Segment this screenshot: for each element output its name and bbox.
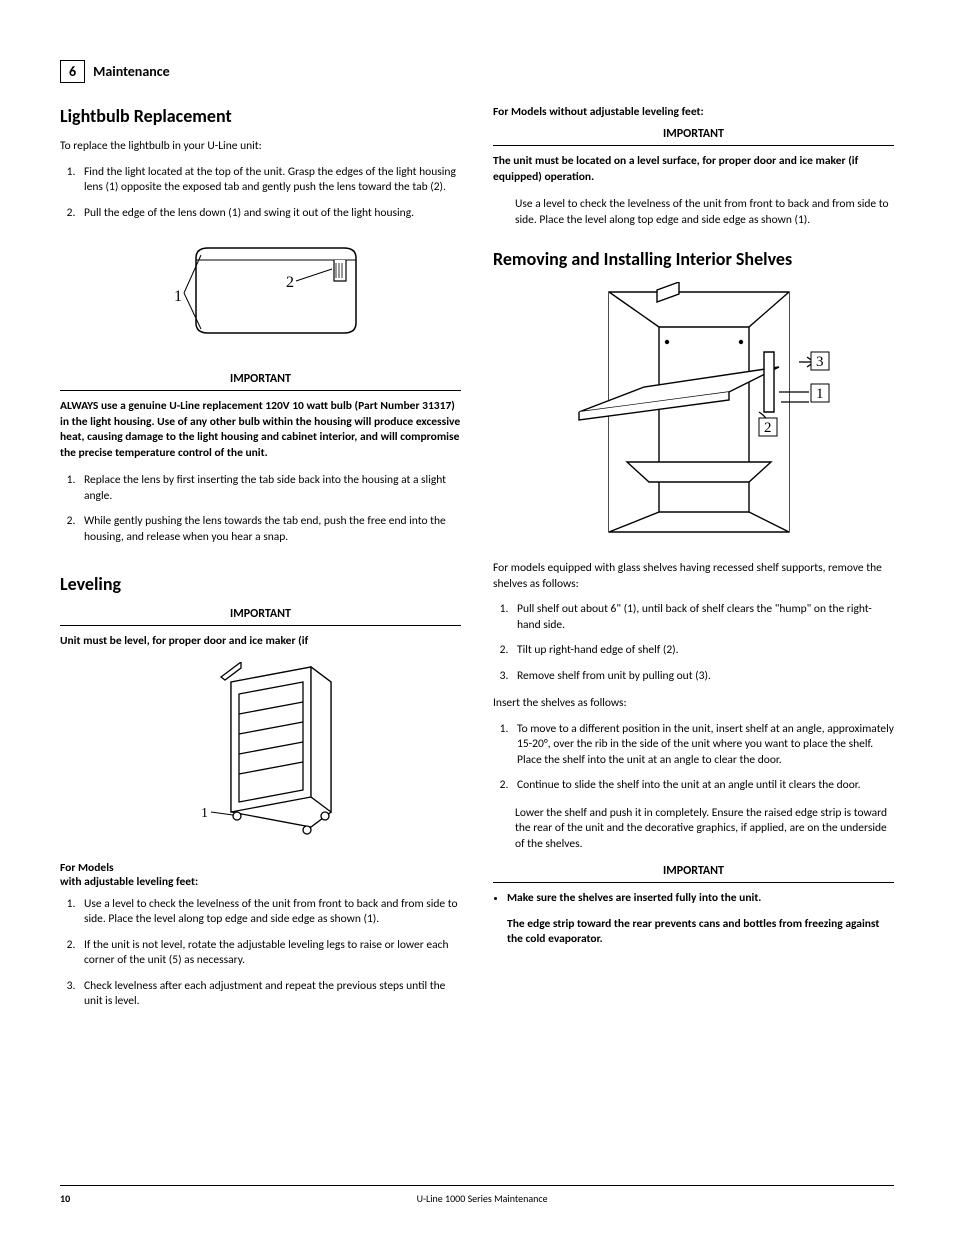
list-item: Replace the lens by first inserting the … bbox=[78, 473, 461, 504]
chapter-header: 6 Maintenance bbox=[60, 60, 894, 83]
list-item: To move to a different position in the u… bbox=[511, 722, 894, 769]
important-text: The unit must be located on a level surf… bbox=[493, 154, 894, 185]
content-columns: Lightbulb Replacement To replace the lig… bbox=[60, 101, 894, 1022]
diagram-label: 2 bbox=[764, 420, 772, 436]
lightbulb-steps-b: Replace the lens by first inserting the … bbox=[60, 473, 461, 545]
figure-unit: 1 bbox=[60, 662, 461, 847]
list-item: Continue to slide the shelf into the uni… bbox=[511, 778, 894, 794]
section-heading-lightbulb: Lightbulb Replacement bbox=[60, 105, 461, 127]
shelves-tail: Lower the shelf and push it in completel… bbox=[515, 806, 894, 853]
bullet-para: The edge strip toward the rear prevents … bbox=[507, 917, 894, 948]
rule bbox=[493, 145, 894, 146]
important-label: IMPORTANT bbox=[493, 127, 894, 141]
level-check-para: Use a level to check the levelness of th… bbox=[515, 197, 894, 228]
rule bbox=[60, 625, 461, 626]
lightbulb-intro: To replace the lightbulb in your U-Line … bbox=[60, 139, 461, 155]
sub-heading-no-feet: For Models without adjustable leveling f… bbox=[493, 105, 894, 119]
remove-shelf-steps: Pull shelf out about 6" (1), until back … bbox=[493, 602, 894, 684]
lightbulb-steps-a: Find the light located at the top of the… bbox=[60, 165, 461, 222]
footer-title: U-Line 1000 Series Maintenance bbox=[70, 1192, 894, 1205]
chapter-number: 6 bbox=[60, 60, 85, 83]
right-column: For Models without adjustable leveling f… bbox=[493, 101, 894, 1022]
diagram-label: 1 bbox=[816, 386, 824, 402]
diagram-label: 2 bbox=[286, 274, 294, 291]
important-text: ALWAYS use a genuine U-Line replacement … bbox=[60, 399, 461, 461]
sub-heading-adjustable: For Models with adjustable leveling feet… bbox=[60, 861, 461, 889]
important-label: IMPORTANT bbox=[60, 372, 461, 386]
section-heading-leveling: Leveling bbox=[60, 573, 461, 595]
rule bbox=[60, 390, 461, 391]
important-bullets: Make sure the shelves are inserted fully… bbox=[493, 891, 894, 907]
list-item: Check levelness after each adjustment an… bbox=[78, 979, 461, 1010]
list-item: Pull shelf out about 6" (1), until back … bbox=[511, 602, 894, 633]
list-item: Find the light located at the top of the… bbox=[78, 165, 461, 196]
shelves-intro2: Insert the shelves as follows: bbox=[493, 696, 894, 712]
diagram-label: 1 bbox=[174, 288, 182, 305]
important-label: IMPORTANT bbox=[60, 607, 461, 621]
page-footer: 10 U-Line 1000 Series Maintenance bbox=[60, 1185, 894, 1205]
page-number: 10 bbox=[60, 1192, 70, 1205]
left-column: Lightbulb Replacement To replace the lig… bbox=[60, 101, 461, 1022]
chapter-title: Maintenance bbox=[93, 63, 170, 80]
section-heading-shelves: Removing and Installing Interior Shelves bbox=[493, 248, 894, 270]
list-item: If the unit is not level, rotate the adj… bbox=[78, 938, 461, 969]
important-text: Unit must be level, for proper door and … bbox=[60, 634, 461, 650]
figure-shelves: 3 1 2 bbox=[493, 282, 894, 547]
important-label: IMPORTANT bbox=[493, 864, 894, 878]
figure-lens: 1 2 bbox=[60, 233, 461, 358]
diagram-label: 1 bbox=[201, 806, 208, 821]
list-item: Make sure the shelves are inserted fully… bbox=[507, 891, 894, 907]
list-item: Tilt up right-hand edge of shelf (2). bbox=[511, 643, 894, 659]
list-item: While gently pushing the lens towards th… bbox=[78, 514, 461, 545]
rule bbox=[493, 882, 894, 883]
leveling-steps: Use a level to check the levelness of th… bbox=[60, 897, 461, 1010]
diagram-label: 3 bbox=[816, 354, 824, 370]
list-item: Pull the edge of the lens down (1) and s… bbox=[78, 206, 461, 222]
list-item: Use a level to check the levelness of th… bbox=[78, 897, 461, 928]
insert-shelf-steps: To move to a different position in the u… bbox=[493, 722, 894, 794]
shelves-intro1: For models equipped with glass shelves h… bbox=[493, 561, 894, 592]
list-item: Remove shelf from unit by pulling out (3… bbox=[511, 669, 894, 685]
